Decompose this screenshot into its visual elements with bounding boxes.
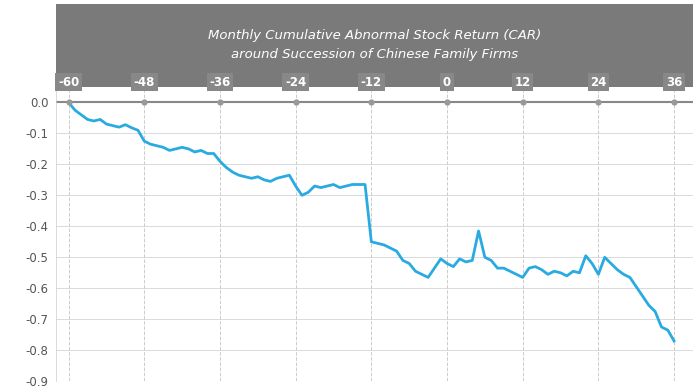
Text: 24: 24: [590, 75, 607, 89]
Text: -36: -36: [209, 75, 230, 89]
Text: 0: 0: [443, 75, 451, 89]
Text: 36: 36: [666, 75, 682, 89]
Text: Monthly Cumulative Abnormal Stock Return (CAR)
around Succession of Chinese Fami: Monthly Cumulative Abnormal Stock Return…: [208, 30, 541, 61]
Text: -60: -60: [58, 75, 79, 89]
Text: -12: -12: [360, 75, 382, 89]
Text: -48: -48: [134, 75, 155, 89]
Text: 12: 12: [514, 75, 531, 89]
Text: -24: -24: [285, 75, 307, 89]
